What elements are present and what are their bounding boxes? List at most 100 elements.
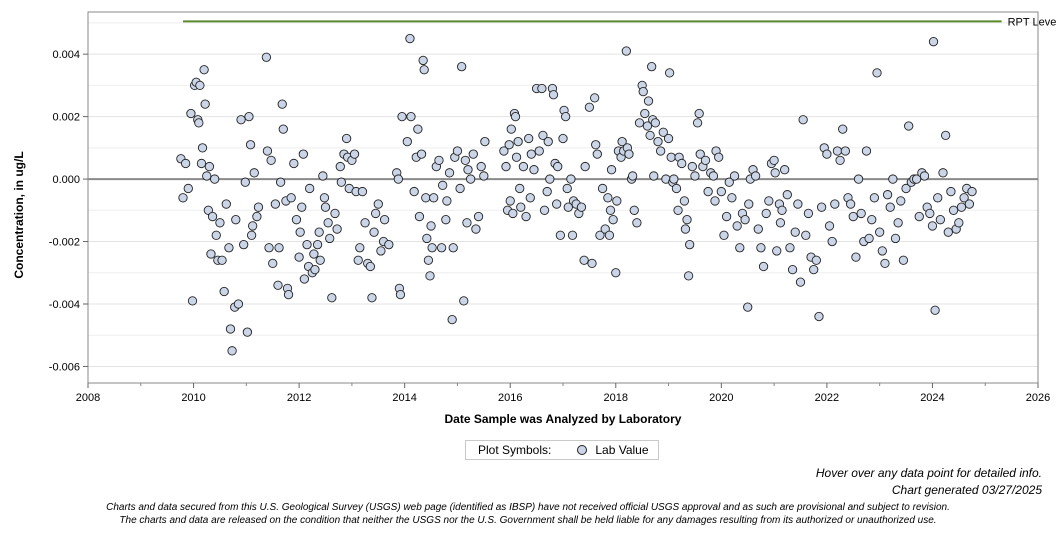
data-point[interactable]	[890, 233, 901, 244]
data-point[interactable]	[621, 46, 631, 56]
data-point[interactable]	[236, 115, 246, 125]
data-point[interactable]	[845, 199, 856, 209]
data-point[interactable]	[423, 255, 434, 265]
data-point[interactable]	[775, 218, 786, 228]
data-point[interactable]	[798, 115, 808, 125]
data-point[interactable]	[694, 108, 704, 119]
data-point[interactable]	[928, 37, 939, 47]
data-point[interactable]	[196, 158, 207, 169]
data-point[interactable]	[645, 130, 655, 141]
data-point[interactable]	[355, 243, 365, 253]
data-point[interactable]	[286, 193, 296, 203]
data-point[interactable]	[448, 243, 458, 253]
data-point[interactable]	[436, 243, 447, 253]
data-point[interactable]	[203, 205, 213, 215]
data-point[interactable]	[465, 174, 476, 184]
data-point[interactable]	[369, 227, 379, 237]
data-point[interactable]	[911, 174, 922, 184]
data-point[interactable]	[543, 136, 553, 147]
data-point[interactable]	[253, 202, 264, 212]
data-point[interactable]	[341, 133, 352, 144]
data-point[interactable]	[294, 252, 304, 262]
data-point[interactable]	[827, 236, 837, 247]
data-point[interactable]	[335, 161, 345, 172]
data-point[interactable]	[777, 205, 787, 215]
data-point[interactable]	[814, 311, 824, 322]
data-point[interactable]	[505, 196, 515, 206]
data-point[interactable]	[872, 68, 882, 78]
data-point[interactable]	[901, 183, 911, 194]
data-point[interactable]	[508, 208, 518, 219]
data-point[interactable]	[690, 171, 700, 181]
data-point[interactable]	[406, 111, 416, 122]
data-point[interactable]	[954, 218, 964, 228]
data-point[interactable]	[270, 199, 281, 209]
data-point[interactable]	[460, 155, 471, 165]
data-point[interactable]	[183, 183, 193, 194]
data-point[interactable]	[178, 193, 188, 203]
data-point[interactable]	[727, 193, 737, 203]
data-point[interactable]	[274, 243, 284, 253]
data-point[interactable]	[318, 171, 328, 181]
data-point[interactable]	[680, 224, 691, 234]
data-point[interactable]	[877, 246, 887, 256]
data-point[interactable]	[376, 246, 386, 256]
data-point[interactable]	[434, 155, 444, 165]
data-point[interactable]	[242, 327, 253, 337]
data-point[interactable]	[416, 149, 427, 159]
data-point[interactable]	[397, 111, 407, 122]
data-point[interactable]	[518, 161, 529, 172]
data-point[interactable]	[473, 211, 484, 222]
data-point[interactable]	[302, 240, 312, 250]
data-point[interactable]	[542, 186, 552, 197]
data-point[interactable]	[587, 258, 597, 269]
data-point[interactable]	[769, 155, 779, 165]
data-point[interactable]	[861, 146, 872, 156]
data-point[interactable]	[629, 205, 639, 215]
data-point[interactable]	[504, 140, 514, 150]
data-point[interactable]	[677, 158, 687, 169]
data-point[interactable]	[224, 243, 234, 253]
data-point[interactable]	[264, 243, 274, 253]
data-point[interactable]	[708, 171, 719, 181]
data-point[interactable]	[888, 174, 898, 184]
data-point[interactable]	[261, 52, 272, 62]
data-point[interactable]	[327, 293, 337, 303]
data-point[interactable]	[772, 246, 782, 256]
data-point[interactable]	[289, 158, 299, 169]
data-point[interactable]	[638, 86, 648, 97]
data-point[interactable]	[525, 193, 535, 203]
data-point[interactable]	[438, 180, 448, 190]
data-point[interactable]	[856, 208, 866, 219]
data-point[interactable]	[418, 55, 428, 66]
data-point[interactable]	[938, 168, 948, 178]
data-point[interactable]	[506, 124, 516, 134]
data-point[interactable]	[956, 202, 967, 212]
data-point[interactable]	[278, 124, 288, 134]
data-point[interactable]	[893, 218, 903, 228]
data-point[interactable]	[227, 346, 237, 356]
data-point[interactable]	[501, 161, 511, 172]
data-point[interactable]	[312, 240, 323, 250]
data-point[interactable]	[266, 155, 276, 165]
data-point[interactable]	[217, 255, 227, 265]
data-point[interactable]	[576, 202, 587, 212]
data-point[interactable]	[750, 171, 761, 181]
data-point[interactable]	[700, 155, 711, 165]
data-point[interactable]	[421, 193, 431, 203]
data-point[interactable]	[510, 111, 521, 122]
data-point[interactable]	[299, 274, 310, 284]
data-point[interactable]	[545, 174, 555, 184]
data-point[interactable]	[452, 146, 463, 156]
data-point[interactable]	[904, 121, 914, 131]
data-point[interactable]	[426, 221, 436, 231]
data-point[interactable]	[249, 168, 259, 178]
data-point[interactable]	[756, 243, 766, 253]
data-point[interactable]	[409, 186, 419, 197]
data-point[interactable]	[534, 146, 544, 156]
data-point[interactable]	[940, 130, 951, 141]
data-point[interactable]	[695, 149, 705, 159]
data-point[interactable]	[413, 124, 423, 134]
data-point[interactable]	[933, 193, 943, 203]
data-point[interactable]	[305, 183, 315, 194]
